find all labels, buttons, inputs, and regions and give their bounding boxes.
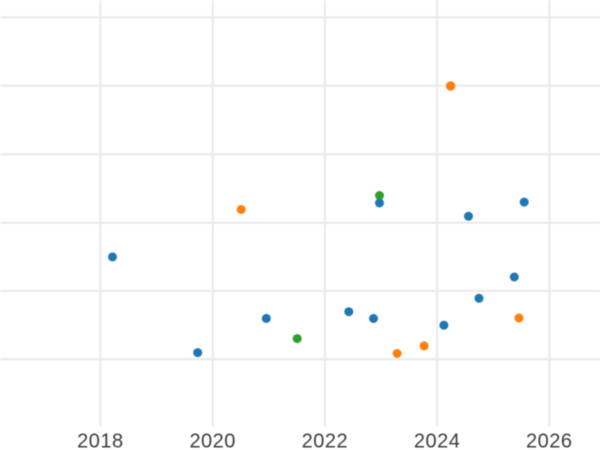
- svg-text:2024: 2024: [414, 431, 461, 450]
- svg-text:2022: 2022: [302, 431, 349, 450]
- svg-text:2026: 2026: [526, 431, 573, 450]
- svg-text:2020: 2020: [189, 431, 236, 450]
- svg-text:2018: 2018: [77, 431, 124, 450]
